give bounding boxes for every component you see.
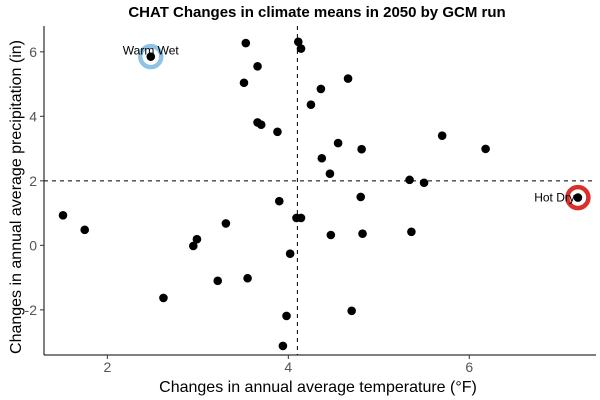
data-point [274,196,284,206]
y-tick-label: 4 [29,108,37,124]
chart-title: CHAT Changes in climate means in 2050 by… [128,4,505,21]
data-point [253,62,262,71]
x-axis-title: Changes in annual average temperature (°… [159,379,477,396]
data-point [285,249,295,259]
x-tick-label: 4 [284,359,292,375]
annotation-label: Hot Dry [534,191,575,205]
data-point [407,227,416,237]
data-point [316,84,326,94]
data-point [80,225,90,235]
y-tick-label: 0 [29,237,37,253]
data-point [437,131,447,140]
data-point [213,276,223,286]
x-tick-label: 6 [465,359,473,375]
data-point [317,153,327,163]
data-point [326,230,336,240]
data-point [159,293,168,303]
y-axis-title: Changes in annual average precipitation … [8,40,25,354]
data-point [405,175,414,185]
y-tick-label: 6 [29,44,37,60]
data-point [419,178,429,188]
data-point [357,144,366,154]
data-point [296,44,306,53]
data-point [256,120,266,129]
data-point [358,229,367,239]
data-point [343,74,353,83]
plot-area: 2 4 6 -2 0 2 4 6 Warm Wet Hot Dry [25,26,596,375]
data-point [278,341,288,351]
data-point [146,52,156,61]
annotation-label: Warm Wet [123,44,180,58]
x-tick-label: 2 [103,359,111,375]
data-point [347,306,356,316]
data-point [58,211,68,220]
data-point [333,138,343,148]
data-point [189,241,198,251]
data-point [356,192,366,202]
data-point [282,311,291,321]
data-point [192,234,202,244]
data-point [239,78,249,88]
y-tick-label: -2 [25,302,38,318]
y-tick-label: 2 [29,173,37,189]
highlight-ring [565,184,591,211]
data-point [481,144,490,154]
highlight-ring [138,43,164,70]
data-point [293,37,303,47]
data-point [243,273,252,283]
data-point [306,100,316,110]
data-point [221,219,231,228]
data-point [273,127,282,137]
data-point [296,213,306,223]
data-point [573,193,583,202]
data-point [325,169,335,179]
data-point [241,38,251,48]
